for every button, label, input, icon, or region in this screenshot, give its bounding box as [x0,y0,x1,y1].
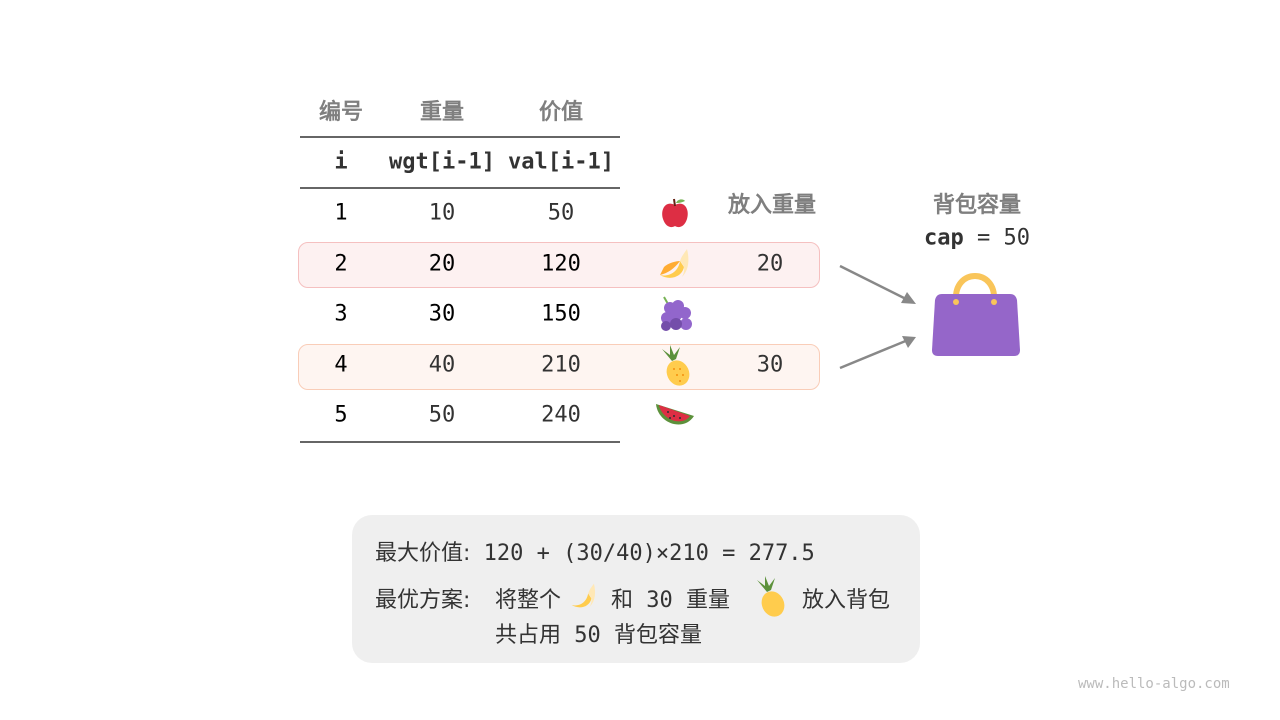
header-id: 编号 [318,100,364,125]
banana-icon [571,583,596,608]
highlight-row-2 [298,242,820,288]
row-index: 2 [334,251,348,277]
row-weight: 40 [428,352,456,378]
row-weight: 20 [428,251,456,277]
header-value: 价值 [538,100,584,125]
apple-icon [662,198,688,228]
arrow-pineapple-to-bag [839,338,909,370]
row-weight: 30 [428,301,456,327]
row-index: 3 [334,301,348,327]
row-value: 50 [547,200,575,226]
watermark: www.hello-algo.com [1078,676,1230,692]
knapsack-title: 背包容量 [932,193,1022,218]
summary-box [352,515,920,663]
bag-icon [932,273,1020,356]
row-put-weight: 20 [756,251,784,277]
table-divider [300,187,620,189]
row-index: 4 [334,352,348,378]
header-val: val[i-1] [508,149,614,175]
row-value: 210 [541,352,581,378]
row-weight: 50 [428,402,456,428]
table-divider [300,136,620,138]
header-i: i [334,149,348,175]
plan-text-b: 和 30 重量 [611,588,730,613]
optimal-plan-label: 最优方案: [375,588,471,613]
highlight-row-4 [298,344,820,390]
row-value: 150 [541,301,581,327]
pineapple-icon [757,576,785,617]
put-weight-header: 放入重量 [727,193,817,218]
plan-text-line3: 共占用 50 背包容量 [495,623,702,648]
grapes-icon [661,296,692,331]
watermelon-icon [656,404,694,425]
banana-icon [660,249,689,278]
row-weight: 10 [428,200,456,226]
capacity-label: cap = 50 [924,225,1030,251]
table-divider [300,441,620,443]
header-wgt: wgt[i-1] [389,149,495,175]
row-index: 5 [334,402,348,428]
max-value-line: 最大价值: 120 + (30/40)×210 = 277.5 [375,541,815,566]
row-value: 120 [541,251,581,277]
row-put-weight: 30 [756,352,784,378]
pineapple-icon [662,345,690,386]
plan-text-c: 放入背包 [802,588,891,613]
arrow-banana-to-bag [839,264,909,302]
row-value: 240 [541,402,581,428]
plan-text-a: 将整个 [495,588,562,613]
row-index: 1 [334,200,348,226]
header-weight: 重量 [419,100,465,125]
